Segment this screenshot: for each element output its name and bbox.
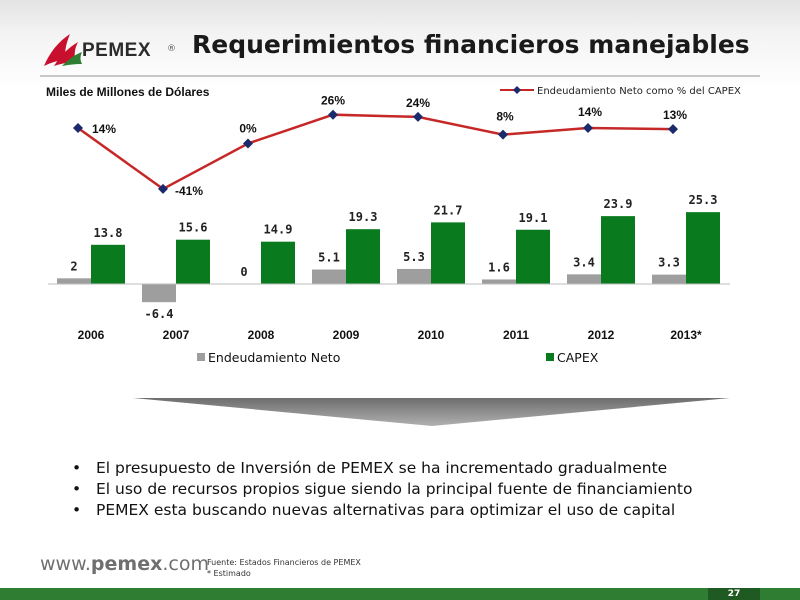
footer-url-suffix: .com bbox=[162, 553, 209, 575]
page-number: 27 bbox=[708, 588, 760, 600]
bar-endeudamiento-5 bbox=[482, 279, 516, 284]
label-capex-7: 25.3 bbox=[689, 193, 718, 207]
pct-marker-4 bbox=[413, 111, 423, 122]
pct-label-2: 0% bbox=[239, 122, 257, 136]
down-arrow-banner bbox=[133, 398, 730, 426]
labels-layer: 2 13.8 2006 -6.4 15.6 2007 0 14.9 2008 5.1 19.3 200… bbox=[70, 193, 717, 342]
label-endeudamiento-4: 5.3 bbox=[403, 250, 425, 264]
bar-endeudamiento-7 bbox=[652, 274, 686, 284]
bar-endeudamiento-3 bbox=[312, 269, 346, 284]
bullet-symbol: • bbox=[72, 459, 82, 477]
category-label-2: 2008 bbox=[248, 328, 275, 342]
label-endeudamiento-3: 5.1 bbox=[318, 251, 340, 265]
category-label-5: 2011 bbox=[503, 328, 529, 342]
category-label-3: 2009 bbox=[333, 328, 360, 342]
label-capex-5: 19.1 bbox=[519, 211, 548, 225]
label-endeudamiento-5: 1.6 bbox=[488, 260, 510, 274]
pct-label-3: 26% bbox=[321, 94, 345, 108]
footer-source: Fuente: Estados Financieros de PEMEX * E… bbox=[207, 557, 361, 579]
pct-label-5: 8% bbox=[496, 110, 514, 124]
pct-marker-7 bbox=[668, 124, 678, 135]
pct-label-0: 14% bbox=[92, 122, 116, 136]
pct-marker-3 bbox=[328, 109, 338, 120]
pct-marker-6 bbox=[583, 122, 593, 133]
bar-capex-1 bbox=[176, 239, 210, 284]
bar-capex-7 bbox=[686, 212, 720, 284]
page-title: Requerimientos financieros manejables bbox=[192, 30, 750, 59]
pct-label-6: 14% bbox=[578, 105, 602, 119]
legend-line-marker bbox=[513, 86, 521, 94]
label-capex-0: 13.8 bbox=[94, 226, 123, 240]
pct-label-4: 24% bbox=[406, 96, 430, 110]
bullet-text: El uso de recursos propios sigue siendo … bbox=[96, 480, 693, 498]
legend-swatch-capex bbox=[546, 353, 554, 361]
label-endeudamiento-2: 0 bbox=[240, 265, 247, 279]
label-capex-4: 21.7 bbox=[434, 203, 463, 217]
pct-label-7: 13% bbox=[663, 108, 687, 122]
bar-capex-5 bbox=[516, 229, 550, 284]
bar-capex-6 bbox=[601, 216, 635, 284]
pct-marker-0 bbox=[73, 122, 83, 133]
source-text: Fuente: Estados Financieros de PEMEX bbox=[207, 558, 361, 567]
label-capex-2: 14.9 bbox=[264, 223, 293, 237]
legend-line-label: Endeudamiento Neto como % del CAPEX bbox=[537, 86, 741, 97]
footer-url-brand: pemex bbox=[90, 553, 163, 575]
line-layer: 14% -41% 0% 26% 24% 8% 14% 13% bbox=[73, 94, 687, 198]
label-endeudamiento-7: 3.3 bbox=[658, 256, 680, 270]
pct-marker-5 bbox=[498, 129, 508, 140]
title-divider bbox=[40, 75, 760, 77]
chart-units-label: Miles de Millones de Dólares bbox=[46, 85, 210, 99]
legend-swatch-endeudamiento bbox=[197, 353, 205, 361]
category-label-7: 2013* bbox=[670, 328, 702, 342]
category-label-0: 2006 bbox=[78, 328, 105, 342]
bar-capex-3 bbox=[346, 229, 380, 284]
category-label-6: 2012 bbox=[588, 328, 615, 342]
logo-text: PEMEX bbox=[82, 40, 152, 61]
bottom-bar bbox=[0, 588, 800, 600]
footer-url-prefix: www. bbox=[40, 553, 91, 575]
label-endeudamiento-0: 2 bbox=[70, 259, 77, 273]
pct-marker-1 bbox=[158, 183, 168, 194]
bar-capex-4 bbox=[431, 222, 465, 284]
bullet-item: • El uso de recursos propios sigue siendo… bbox=[72, 479, 693, 500]
footer-url[interactable]: www.pemex.com bbox=[40, 553, 209, 575]
bullet-list: • El presupuesto de Inversión de PEMEX se… bbox=[72, 458, 693, 521]
pct-marker-2 bbox=[243, 138, 253, 149]
bullet-symbol: • bbox=[72, 501, 82, 519]
financing-chart: 14% -41% 0% 26% 24% 8% 14% 13% 2 13.8 2006 -6.4 15.… bbox=[48, 86, 741, 426]
bar-endeudamiento-4 bbox=[397, 268, 431, 284]
pemex-logo-icon bbox=[44, 34, 82, 66]
bullet-item: • PEMEX esta buscando nuevas alternativas… bbox=[72, 500, 693, 521]
label-endeudamiento-1: -6.4 bbox=[145, 307, 174, 321]
bullet-text: PEMEX esta buscando nuevas alternativas … bbox=[96, 501, 676, 519]
pct-line bbox=[77, 113, 674, 191]
pct-label-1: -41% bbox=[175, 184, 203, 198]
label-capex-3: 19.3 bbox=[349, 210, 378, 224]
legend-layer: Endeudamiento Neto como % del CAPEX Endeu… bbox=[197, 86, 741, 365]
bar-endeudamiento-6 bbox=[567, 274, 601, 284]
logo-registered: ® bbox=[167, 44, 176, 54]
bar-endeudamiento-0 bbox=[57, 278, 91, 284]
bullet-item: • El presupuesto de Inversión de PEMEX se… bbox=[72, 458, 693, 479]
category-label-4: 2010 bbox=[418, 328, 445, 342]
label-endeudamiento-6: 3.4 bbox=[573, 255, 595, 269]
category-label-1: 2007 bbox=[163, 328, 190, 342]
bar-capex-0 bbox=[91, 244, 125, 284]
label-capex-6: 23.9 bbox=[604, 197, 633, 211]
bullet-text: El presupuesto de Inversión de PEMEX se … bbox=[96, 459, 668, 477]
estimate-note: * Estimado bbox=[207, 569, 251, 578]
bars-layer bbox=[57, 212, 720, 303]
bar-endeudamiento-1 bbox=[142, 284, 176, 303]
label-capex-1: 15.6 bbox=[179, 221, 208, 235]
bar-capex-2 bbox=[261, 241, 295, 284]
legend-label-capex: CAPEX bbox=[557, 350, 599, 365]
legend-label-endeudamiento: Endeudamiento Neto bbox=[208, 350, 340, 365]
bullet-symbol: • bbox=[72, 480, 82, 498]
